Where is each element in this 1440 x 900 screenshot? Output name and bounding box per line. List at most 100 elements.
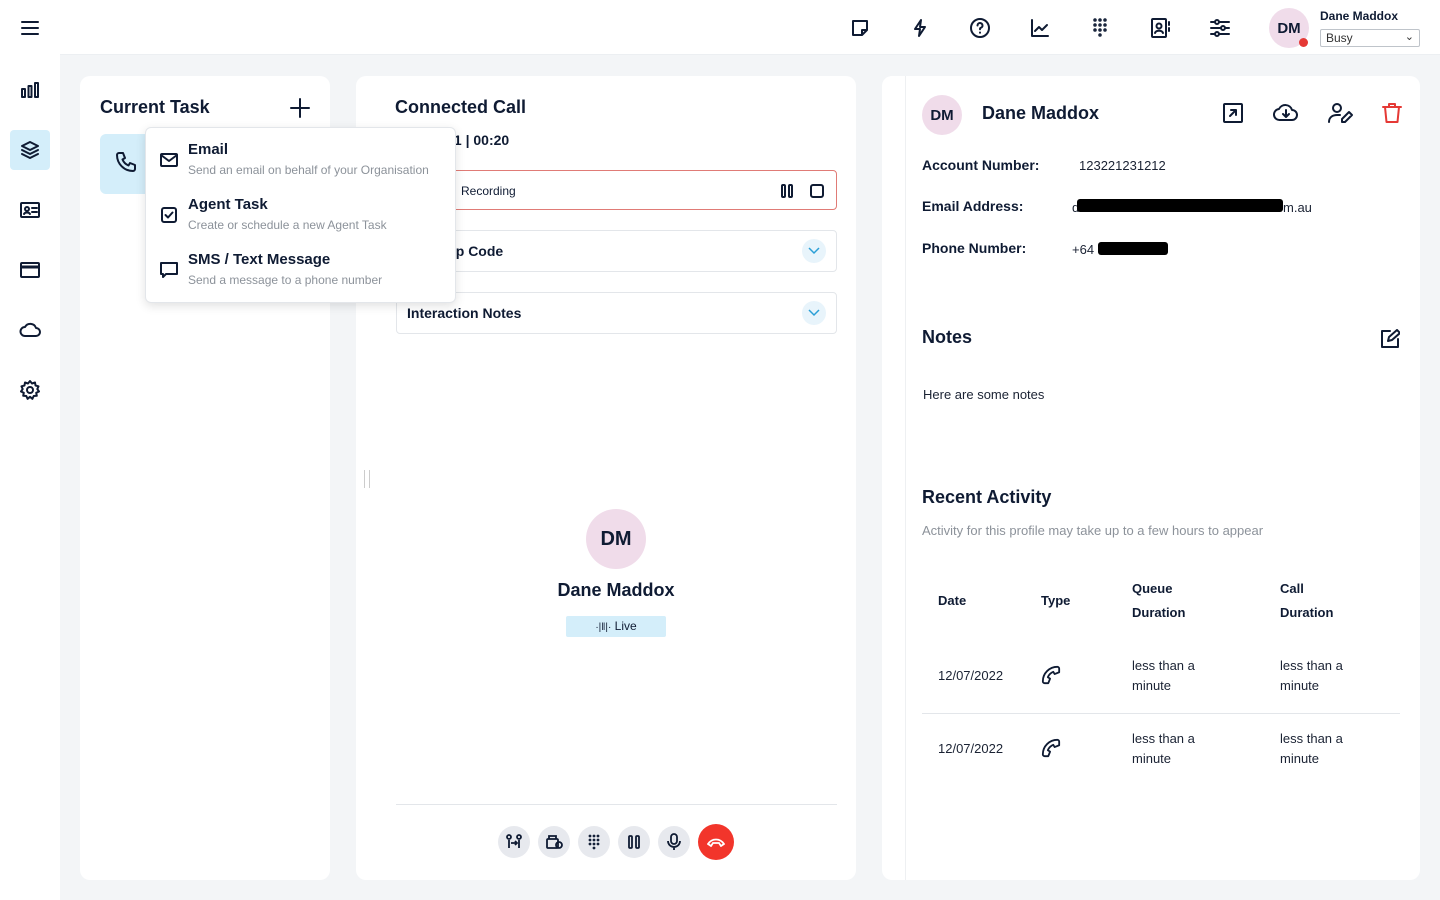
transfer-button[interactable] xyxy=(498,826,530,858)
menu-item-title: Agent Task xyxy=(188,196,268,213)
recent-activity-title: Recent Activity xyxy=(922,487,1052,507)
col-call-duration: Call Duration xyxy=(1280,581,1334,620)
account-number-label: Account Number: xyxy=(922,157,1040,173)
status-value: Busy xyxy=(1326,31,1353,45)
chart-line-icon[interactable] xyxy=(1028,16,1052,40)
dialpad-button[interactable] xyxy=(578,826,610,858)
hold-icon xyxy=(628,835,640,849)
resize-handle[interactable] xyxy=(364,470,370,488)
menu-item-title: Email xyxy=(188,141,229,158)
caller-initials: DM xyxy=(600,527,632,550)
sliders-icon[interactable] xyxy=(1208,16,1232,40)
layers-icon[interactable] xyxy=(10,130,50,170)
user-initials: DM xyxy=(1277,19,1301,37)
phone-value-start: +64 xyxy=(1072,242,1095,257)
menu-item-title: SMS / Text Message xyxy=(188,251,331,268)
caller-name: Dane Maddox xyxy=(557,580,675,600)
open-external-icon[interactable] xyxy=(1221,101,1245,125)
row-queue-duration: less than a minute xyxy=(1132,731,1195,766)
col-date: Date xyxy=(938,593,967,608)
hangup-button[interactable] xyxy=(698,824,734,860)
queue-timer: Q1 | 00:20 xyxy=(443,132,510,148)
row-date: 12/07/2022 xyxy=(938,741,1004,756)
plus-icon[interactable] xyxy=(288,96,312,120)
caller-avatar: DM xyxy=(586,509,646,569)
phone-label: Phone Number: xyxy=(922,240,1027,256)
recording-bar: Recording xyxy=(396,170,837,210)
phone-icon xyxy=(1040,737,1062,759)
gear-icon[interactable] xyxy=(18,378,42,402)
user-name: Dane Maddox xyxy=(1320,9,1399,23)
current-task-title: Current Task xyxy=(100,97,210,117)
phone-icon xyxy=(1040,664,1062,686)
divider xyxy=(905,76,906,880)
menu-item-subtitle: Send an email on behalf of your Organisa… xyxy=(188,163,429,177)
menu-item-subtitle: Create or schedule a new Agent Task xyxy=(188,218,387,232)
chevron-down-icon xyxy=(802,301,826,325)
col-queue-duration: Queue Duration xyxy=(1132,581,1186,620)
status-select[interactable]: Busy ⌄ xyxy=(1320,29,1420,47)
hold-button[interactable] xyxy=(618,826,650,858)
email-value-start: d xyxy=(1072,200,1080,215)
chevron-down-icon xyxy=(802,239,826,263)
checkbox-icon xyxy=(160,206,178,224)
sticky-note-icon[interactable] xyxy=(848,16,872,40)
help-icon[interactable] xyxy=(968,16,992,40)
status-dot xyxy=(1299,38,1308,47)
menu-icon[interactable] xyxy=(18,16,42,40)
stop-recording-icon[interactable] xyxy=(807,181,827,201)
id-card-icon[interactable] xyxy=(18,198,42,222)
edit-notes-icon[interactable] xyxy=(1378,327,1402,351)
divider xyxy=(396,804,837,805)
edit-user-icon[interactable] xyxy=(1327,101,1355,125)
consult-button[interactable] xyxy=(538,826,570,858)
row-queue-duration: less than a minute xyxy=(1132,658,1195,693)
message-icon xyxy=(160,261,178,279)
transfer-icon xyxy=(506,834,522,848)
row-call-duration: less than a minute xyxy=(1280,731,1343,766)
contact-initials: DM xyxy=(930,106,954,124)
col-type: Type xyxy=(1041,593,1071,608)
dialpad-icon xyxy=(588,834,600,850)
live-badge: ·|‖|· Live xyxy=(566,616,666,637)
contact-name: Dane Maddox xyxy=(982,103,1100,123)
bar-chart-icon[interactable] xyxy=(18,78,42,102)
cloud-icon[interactable] xyxy=(18,318,42,342)
notes-text: Here are some notes xyxy=(923,387,1045,402)
new-task-menu: Email Send an email on behalf of your Or… xyxy=(145,127,456,303)
menu-item-agent-task[interactable]: Agent Task Create or schedule a new Agen… xyxy=(146,196,455,251)
cloud-download-icon[interactable] xyxy=(1272,101,1300,125)
menu-item-email[interactable]: Email Send an email on behalf of your Or… xyxy=(146,141,455,196)
mail-icon xyxy=(160,151,178,169)
top-bar: DM Dane Maddox Busy ⌄ xyxy=(0,0,1440,55)
interaction-notes-dropdown[interactable]: Interaction Notes xyxy=(396,292,837,334)
email-value-end: m.au xyxy=(1283,200,1312,215)
sidebar xyxy=(0,0,60,900)
mute-button[interactable] xyxy=(658,826,690,858)
delete-icon[interactable] xyxy=(1380,101,1404,125)
contacts-icon[interactable] xyxy=(1148,16,1172,40)
contact-avatar: DM xyxy=(922,95,962,135)
account-number-value: 123221231212 xyxy=(1079,158,1166,173)
hangup-icon xyxy=(707,838,725,847)
pause-recording-icon[interactable] xyxy=(777,181,797,201)
recent-activity-subtitle: Activity for this profile may take up to… xyxy=(922,523,1264,538)
mic-icon xyxy=(667,833,681,850)
wrapup-code-dropdown[interactable]: Wrap Up Code xyxy=(396,230,837,272)
notes-title: Notes xyxy=(922,327,973,347)
menu-item-sms[interactable]: SMS / Text Message Send a message to a p… xyxy=(146,251,455,306)
audio-wave-icon: ·|‖|· xyxy=(595,622,612,633)
chevron-down-icon: ⌄ xyxy=(1404,31,1414,43)
interaction-notes-label: Interaction Notes xyxy=(407,305,522,321)
redacted-phone xyxy=(1098,242,1168,255)
dialpad-icon[interactable] xyxy=(1088,16,1112,40)
live-label: Live xyxy=(614,619,637,633)
redacted-email xyxy=(1077,199,1283,212)
window-icon[interactable] xyxy=(18,258,42,282)
row-call-duration: less than a minute xyxy=(1280,658,1343,693)
lightning-icon[interactable] xyxy=(908,16,932,40)
recording-label: Recording xyxy=(461,184,516,198)
phone-icon xyxy=(114,150,138,174)
row-divider xyxy=(922,713,1400,714)
connected-call-title: Connected Call xyxy=(395,97,527,117)
